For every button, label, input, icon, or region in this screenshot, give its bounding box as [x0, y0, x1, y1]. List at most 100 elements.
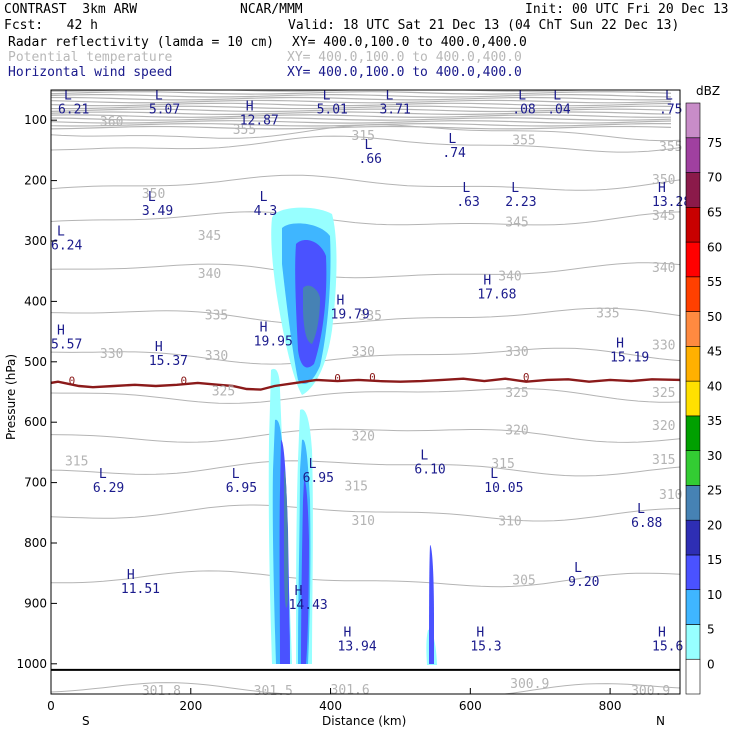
colorbar-swatch — [685, 137, 701, 173]
x-axis-title: Distance (km) — [322, 714, 406, 728]
wind-extremum-type: L — [637, 502, 645, 517]
theta-contour-label: 350 — [142, 187, 165, 202]
dbz-colorbar: dBZ 0 5 10 15 20 25 30 35 40 45 50 55 60 65 70 75 — [685, 84, 722, 695]
y-tick-label: 900 — [24, 596, 47, 610]
theta-contour — [51, 124, 680, 142]
theta-contour — [51, 347, 680, 365]
wind-extremum-type: L — [155, 89, 163, 104]
wind-extremum: H15.6 — [652, 626, 683, 655]
wind-extremum-value: 19.79 — [331, 307, 370, 322]
theta-contour-label: 325 — [505, 386, 528, 401]
wind-extremum: L6.10 — [414, 449, 445, 478]
echo-column-left-30 — [284, 470, 288, 608]
theta-band-line — [51, 110, 672, 118]
field-reflectivity: Radar reflectivity (lamda = 10 cm) — [8, 35, 275, 50]
freezing-level-label: 0 — [334, 372, 341, 385]
wind-extremum: L5.01 — [317, 89, 348, 118]
theta-contour-label: 315 — [65, 455, 88, 470]
theta-band-line — [51, 94, 672, 98]
wind-extremum: L.63 — [456, 181, 479, 210]
wind-extremum: H17.68 — [477, 273, 516, 302]
wind-extremum-value: 17.68 — [477, 287, 516, 302]
wind-extremum-type: H — [127, 568, 135, 583]
theta-contour-label: 330 — [100, 347, 123, 362]
y-tick-label: 800 — [24, 536, 47, 550]
colorbar-swatch — [685, 450, 701, 486]
wind-extremum-type: L — [57, 225, 65, 240]
wind-extremum: H13.28 — [652, 181, 691, 210]
wind-extremum-value: 15.37 — [149, 354, 188, 369]
x-tick-label: 200 — [179, 699, 202, 713]
wind-extremum-value: .74 — [442, 146, 466, 161]
y-tick-label: 500 — [24, 355, 47, 369]
theta-contour-label: 345 — [652, 209, 675, 224]
wind-extremum-value: .75 — [659, 103, 682, 118]
wind-extremum: L5.07 — [149, 89, 180, 118]
wind-extremum-value: 3.49 — [142, 204, 173, 219]
theta-contour-label: 310 — [659, 488, 682, 503]
wind-extremum-value: 6.95 — [226, 481, 257, 496]
center-label: NCAR/MMM — [240, 2, 303, 17]
theta-contour-label: 310 — [352, 514, 375, 529]
colorbar-swatch — [685, 589, 701, 625]
theta-contour-label: 355 — [659, 140, 682, 155]
y-tick-label: 300 — [24, 234, 47, 248]
xy-theta: XY= 400.0,100.0 to 400.0,400.0 — [287, 50, 522, 65]
theta-contour — [51, 307, 680, 325]
wind-extremum-type: L — [309, 457, 317, 472]
wind-extremum-type: H — [476, 626, 484, 641]
theta-band-line — [51, 115, 672, 124]
wind-extremum-type: H — [57, 324, 65, 339]
theta-contour — [51, 428, 680, 443]
wind-extremum-value: 15.3 — [470, 640, 501, 655]
wind-extremum: L4.3 — [254, 190, 277, 219]
wind-extremum: H19.79 — [331, 293, 370, 322]
theta-contour-label: 315 — [652, 453, 675, 468]
wind-extremum-type: L — [448, 132, 456, 147]
theta-contour-label: 320 — [352, 429, 375, 444]
freezing-level-line: 0 0 0 0 0 — [51, 371, 680, 391]
theta-contour-label: 325 — [652, 386, 675, 401]
wind-extremum-value: 15.6 — [652, 640, 683, 655]
wind-extremum-value: 11.51 — [121, 582, 160, 597]
theta-band-line — [51, 91, 672, 95]
wind-extremum: L.66 — [359, 138, 382, 167]
wind-extremum-type: H — [295, 584, 303, 599]
colorbar-swatch — [685, 311, 701, 347]
wind-extremum-type: H — [616, 336, 624, 351]
wind-extremum-value: 12.87 — [240, 114, 279, 129]
freezing-level-label: 0 — [180, 375, 187, 388]
y-axis-title: Pressure (hPa) — [4, 354, 18, 440]
theta-band-line — [51, 119, 672, 130]
theta-contour-label: 340 — [652, 261, 675, 276]
echo-thin-column-20 — [429, 545, 434, 664]
direction-south: S — [82, 714, 90, 728]
theta-contour-label: 301.8 — [142, 684, 181, 699]
colorbar-unit: dBZ — [696, 84, 720, 98]
theta-contours — [51, 124, 680, 694]
colorbar-level: 45 — [707, 345, 722, 359]
theta-contour-label: 335 — [596, 307, 619, 322]
freezing-level-label: 0 — [523, 371, 530, 384]
colorbar-swatch — [685, 276, 701, 312]
wind-extremum: L.08 — [512, 89, 535, 118]
wind-extremum-value: 9.20 — [568, 575, 599, 590]
theta-contour-label: 335 — [205, 309, 228, 324]
theta-contour-label: 350 — [652, 173, 675, 188]
theta-contour — [51, 211, 680, 226]
wind-extremum-value: .63 — [456, 195, 479, 210]
wind-extremum: L6.95 — [226, 467, 257, 496]
wind-extremum: H15.3 — [470, 626, 501, 655]
colorbar-level: 20 — [707, 518, 722, 532]
wind-extremum-value: 13.94 — [338, 640, 377, 655]
colorbar-swatch — [685, 241, 701, 278]
colorbar-swatch — [685, 658, 701, 695]
wind-extremum: L3.71 — [379, 89, 410, 118]
theta-contour-label: 335 — [359, 309, 382, 324]
wind-extremum-type: L — [420, 449, 428, 464]
valid-time: Valid: 18 UTC Sat 21 Dec 13 (04 ChT Sun … — [288, 18, 680, 33]
theta-band-line — [51, 99, 672, 104]
wind-extremum-value: 6.88 — [631, 516, 662, 531]
